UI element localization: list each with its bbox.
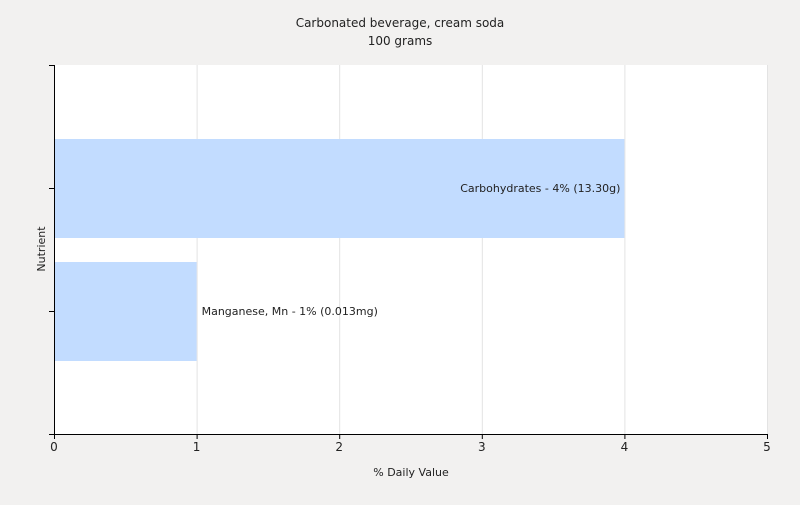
bar-label-2: Manganese, Mn - 1% (0.013mg) xyxy=(202,305,378,318)
bar-2 xyxy=(55,262,197,361)
x-tick-label-3: 3 xyxy=(478,440,486,454)
bars: Carbohydrates - 4% (13.30g) Manganese, Mn… xyxy=(55,139,625,361)
x-tick-label-0: 0 xyxy=(50,440,58,454)
bar-1 xyxy=(55,139,625,238)
grid-lines xyxy=(196,65,768,434)
y-axis-label: Nutrient xyxy=(35,226,48,272)
x-tick-label-1: 1 xyxy=(193,440,201,454)
plot-area xyxy=(54,65,767,434)
x-axis-label: % Daily Value xyxy=(373,466,449,479)
bar-label-1: Carbohydrates - 4% (13.30g) xyxy=(460,182,620,195)
x-tick-label-5: 5 xyxy=(763,440,771,454)
x-tick-label-4: 4 xyxy=(621,440,629,454)
chart-title: Carbonated beverage, cream soda xyxy=(296,16,505,30)
chart-subtitle: 100 grams xyxy=(368,34,433,48)
axes: 0 1 2 3 4 5 xyxy=(49,65,771,454)
x-tick-label-2: 2 xyxy=(335,440,343,454)
